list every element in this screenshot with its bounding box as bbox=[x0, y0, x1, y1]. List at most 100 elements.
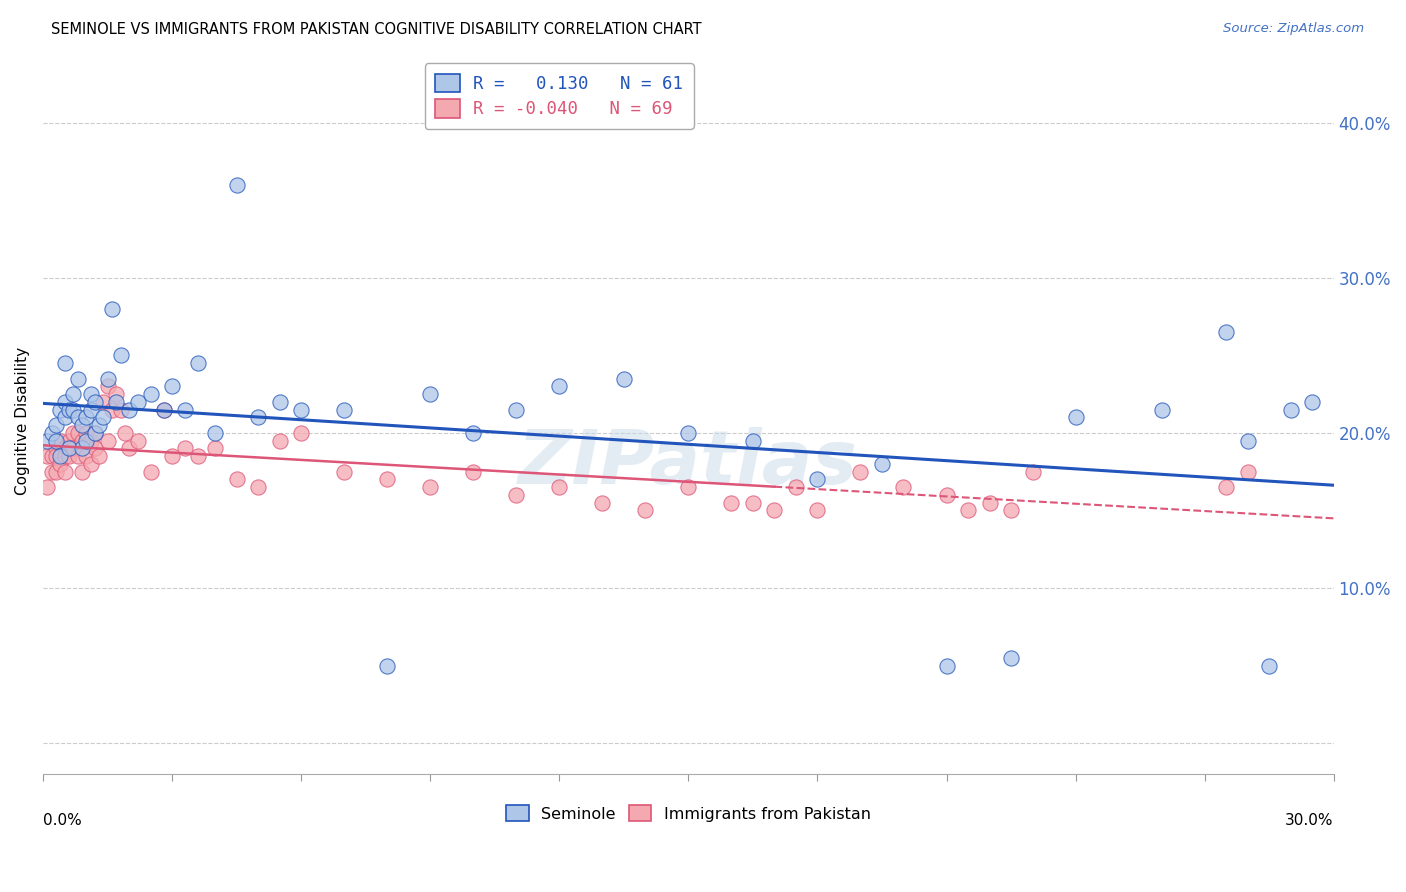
Point bbox=[935, 658, 957, 673]
Point bbox=[58, 442, 80, 456]
Point bbox=[127, 434, 149, 448]
Point bbox=[678, 425, 700, 440]
Point bbox=[1000, 650, 1022, 665]
Point bbox=[87, 449, 110, 463]
Point bbox=[419, 387, 441, 401]
Point bbox=[763, 503, 786, 517]
Point bbox=[979, 496, 1001, 510]
Point bbox=[62, 442, 84, 456]
Point bbox=[79, 402, 101, 417]
Text: SEMINOLE VS IMMIGRANTS FROM PAKISTAN COGNITIVE DISABILITY CORRELATION CHART: SEMINOLE VS IMMIGRANTS FROM PAKISTAN COG… bbox=[51, 22, 702, 37]
Point bbox=[41, 465, 63, 479]
Text: ZIPatlas: ZIPatlas bbox=[519, 427, 859, 500]
Point bbox=[225, 178, 247, 192]
Point bbox=[45, 442, 67, 456]
Text: Source: ZipAtlas.com: Source: ZipAtlas.com bbox=[1223, 22, 1364, 36]
Point bbox=[97, 372, 120, 386]
Point bbox=[1301, 395, 1323, 409]
Point bbox=[93, 410, 115, 425]
Point bbox=[375, 473, 398, 487]
Point bbox=[849, 465, 872, 479]
Point bbox=[152, 402, 174, 417]
Point bbox=[45, 465, 67, 479]
Point bbox=[1236, 434, 1258, 448]
Point bbox=[290, 425, 312, 440]
Point bbox=[419, 480, 441, 494]
Point bbox=[66, 425, 89, 440]
Point bbox=[634, 503, 657, 517]
Point bbox=[204, 442, 226, 456]
Point bbox=[45, 449, 67, 463]
Legend: Seminole, Immigrants from Pakistan: Seminole, Immigrants from Pakistan bbox=[498, 797, 879, 830]
Point bbox=[70, 442, 93, 456]
Point bbox=[79, 457, 101, 471]
Point bbox=[463, 425, 485, 440]
Point bbox=[114, 425, 136, 440]
Point bbox=[1215, 325, 1237, 339]
Point bbox=[66, 372, 89, 386]
Point bbox=[139, 465, 162, 479]
Point bbox=[806, 473, 828, 487]
Point bbox=[152, 402, 174, 417]
Point bbox=[505, 488, 527, 502]
Point bbox=[58, 434, 80, 448]
Point bbox=[956, 503, 979, 517]
Point bbox=[37, 480, 59, 494]
Point bbox=[83, 395, 105, 409]
Point bbox=[83, 425, 105, 440]
Point bbox=[139, 387, 162, 401]
Point bbox=[187, 356, 209, 370]
Point bbox=[1258, 658, 1281, 673]
Point bbox=[505, 402, 527, 417]
Point bbox=[678, 480, 700, 494]
Point bbox=[62, 402, 84, 417]
Point bbox=[62, 387, 84, 401]
Point bbox=[70, 418, 93, 433]
Point bbox=[101, 301, 124, 316]
Point bbox=[463, 465, 485, 479]
Point bbox=[66, 449, 89, 463]
Point bbox=[204, 425, 226, 440]
Point bbox=[1215, 480, 1237, 494]
Point bbox=[41, 425, 63, 440]
Point bbox=[333, 402, 356, 417]
Point bbox=[53, 395, 76, 409]
Point bbox=[53, 442, 76, 456]
Point bbox=[613, 372, 636, 386]
Point bbox=[174, 402, 197, 417]
Point bbox=[110, 348, 132, 362]
Point bbox=[75, 449, 97, 463]
Point bbox=[58, 402, 80, 417]
Point bbox=[187, 449, 209, 463]
Point bbox=[893, 480, 915, 494]
Point bbox=[785, 480, 807, 494]
Point bbox=[66, 410, 89, 425]
Point bbox=[548, 480, 571, 494]
Point bbox=[269, 395, 291, 409]
Point bbox=[58, 449, 80, 463]
Point bbox=[1021, 465, 1043, 479]
Point bbox=[62, 425, 84, 440]
Point bbox=[101, 402, 124, 417]
Point bbox=[1064, 410, 1087, 425]
Point bbox=[1150, 402, 1173, 417]
Point bbox=[70, 465, 93, 479]
Point bbox=[37, 449, 59, 463]
Point bbox=[83, 425, 105, 440]
Point bbox=[127, 395, 149, 409]
Point bbox=[162, 449, 184, 463]
Point bbox=[97, 379, 120, 393]
Point bbox=[105, 387, 128, 401]
Point bbox=[548, 379, 571, 393]
Point bbox=[935, 488, 957, 502]
Point bbox=[53, 356, 76, 370]
Point bbox=[45, 434, 67, 448]
Point bbox=[290, 402, 312, 417]
Point bbox=[53, 465, 76, 479]
Point bbox=[110, 402, 132, 417]
Point bbox=[97, 434, 120, 448]
Point bbox=[75, 425, 97, 440]
Point bbox=[806, 503, 828, 517]
Point bbox=[118, 402, 141, 417]
Point bbox=[1236, 465, 1258, 479]
